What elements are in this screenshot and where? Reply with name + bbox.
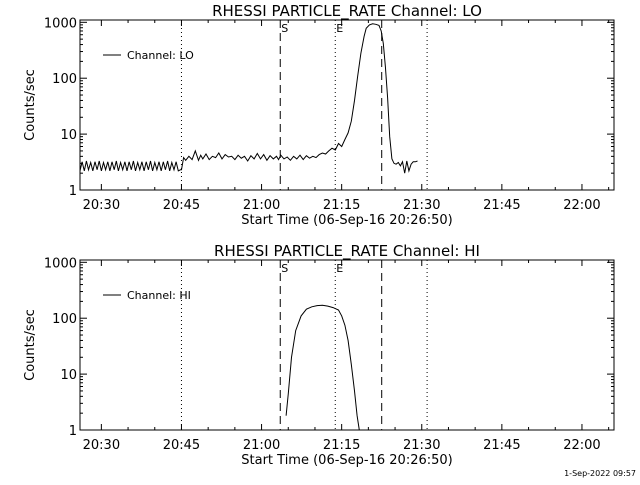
y-tick-label: 1 bbox=[69, 184, 77, 199]
y-tick-label: 1 bbox=[69, 424, 77, 439]
y-tick-label: 100 bbox=[52, 72, 77, 87]
chart-panel-1: RHESSI PARTICLE_RATE Channel: LO 20:30 20:… bbox=[23, 2, 615, 228]
marker-label-s: S bbox=[281, 262, 288, 275]
x-tick-label: 22:00 bbox=[563, 438, 600, 453]
x-tick-label: 21:15 bbox=[323, 198, 360, 213]
x-tick-label: 21:45 bbox=[483, 198, 520, 213]
plot-frame bbox=[79, 259, 615, 431]
footer-date: 1-Sep-2022 09:57 bbox=[564, 469, 636, 478]
x-tick-label: 20:30 bbox=[83, 198, 120, 213]
plot-frame bbox=[79, 19, 615, 191]
y-tick-label: 1000 bbox=[44, 16, 77, 31]
x-tick-label: 21:30 bbox=[403, 438, 440, 453]
chart-title: RHESSI PARTICLE_RATE Channel: HI bbox=[214, 242, 480, 261]
y-axis-label: Counts/sec bbox=[23, 309, 38, 381]
x-tick-label: 21:30 bbox=[403, 198, 440, 213]
x-axis-label: Start Time (06-Sep-16 20:26:50) bbox=[241, 213, 452, 228]
series-line bbox=[79, 23, 418, 174]
x-axis-label: Start Time (06-Sep-16 20:26:50) bbox=[241, 453, 452, 468]
marker-label-e: E bbox=[336, 22, 343, 35]
x-tick-label: 21:00 bbox=[243, 438, 280, 453]
chart-title: RHESSI PARTICLE_RATE Channel: LO bbox=[212, 2, 482, 21]
x-tick-label: 20:45 bbox=[163, 198, 200, 213]
y-tick-label: 100 bbox=[52, 312, 77, 327]
legend-label: Channel: LO bbox=[127, 49, 194, 62]
x-tick-label: 20:45 bbox=[163, 438, 200, 453]
chart-panel-2: RHESSI PARTICLE_RATE Channel: HI 20:30 20:… bbox=[23, 242, 615, 468]
x-tick-label: 21:00 bbox=[243, 198, 280, 213]
x-tick-label: 20:30 bbox=[83, 438, 120, 453]
legend-label: Channel: HI bbox=[127, 289, 191, 302]
y-tick-label: 10 bbox=[60, 128, 77, 143]
marker-label-e: E bbox=[336, 262, 343, 275]
x-tick-label: 21:45 bbox=[483, 438, 520, 453]
x-tick-label: 21:15 bbox=[323, 438, 360, 453]
marker-label-s: S bbox=[281, 22, 288, 35]
y-tick-label: 1000 bbox=[44, 256, 77, 271]
y-axis-label: Counts/sec bbox=[23, 69, 38, 141]
series-line bbox=[285, 304, 360, 431]
x-tick-label: 22:00 bbox=[563, 198, 600, 213]
y-tick-label: 10 bbox=[60, 368, 77, 383]
